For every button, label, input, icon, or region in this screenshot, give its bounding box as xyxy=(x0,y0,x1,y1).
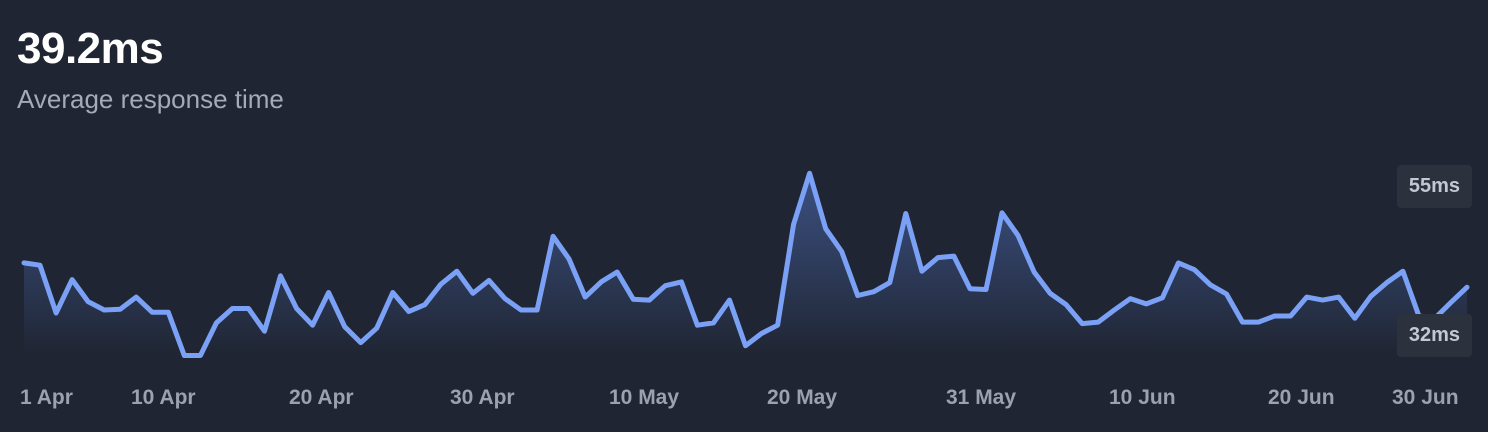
series-line xyxy=(21,170,1470,358)
x-tick-label: 30 Apr xyxy=(450,386,515,409)
metric-value: 39.2ms xyxy=(17,24,164,73)
x-tick-label: 10 Apr xyxy=(131,386,196,409)
x-tick-label: 10 May xyxy=(609,386,680,409)
x-tick-label: 20 Apr xyxy=(289,386,354,409)
x-tick-label: 10 Jun xyxy=(1109,386,1176,409)
x-tick-label: 1 Apr xyxy=(20,386,73,409)
x-tick-label: 30 Jun xyxy=(1392,386,1459,409)
y-marker-min: 32ms xyxy=(1396,314,1472,357)
x-tick-label: 31 May xyxy=(946,386,1017,409)
metric-label: Average response time xyxy=(17,84,284,114)
x-tick-label: 20 May xyxy=(767,386,838,409)
y-marker-max: 55ms xyxy=(1396,165,1472,208)
x-tick-label: 20 Jun xyxy=(1268,386,1335,409)
series-area xyxy=(24,173,1467,356)
